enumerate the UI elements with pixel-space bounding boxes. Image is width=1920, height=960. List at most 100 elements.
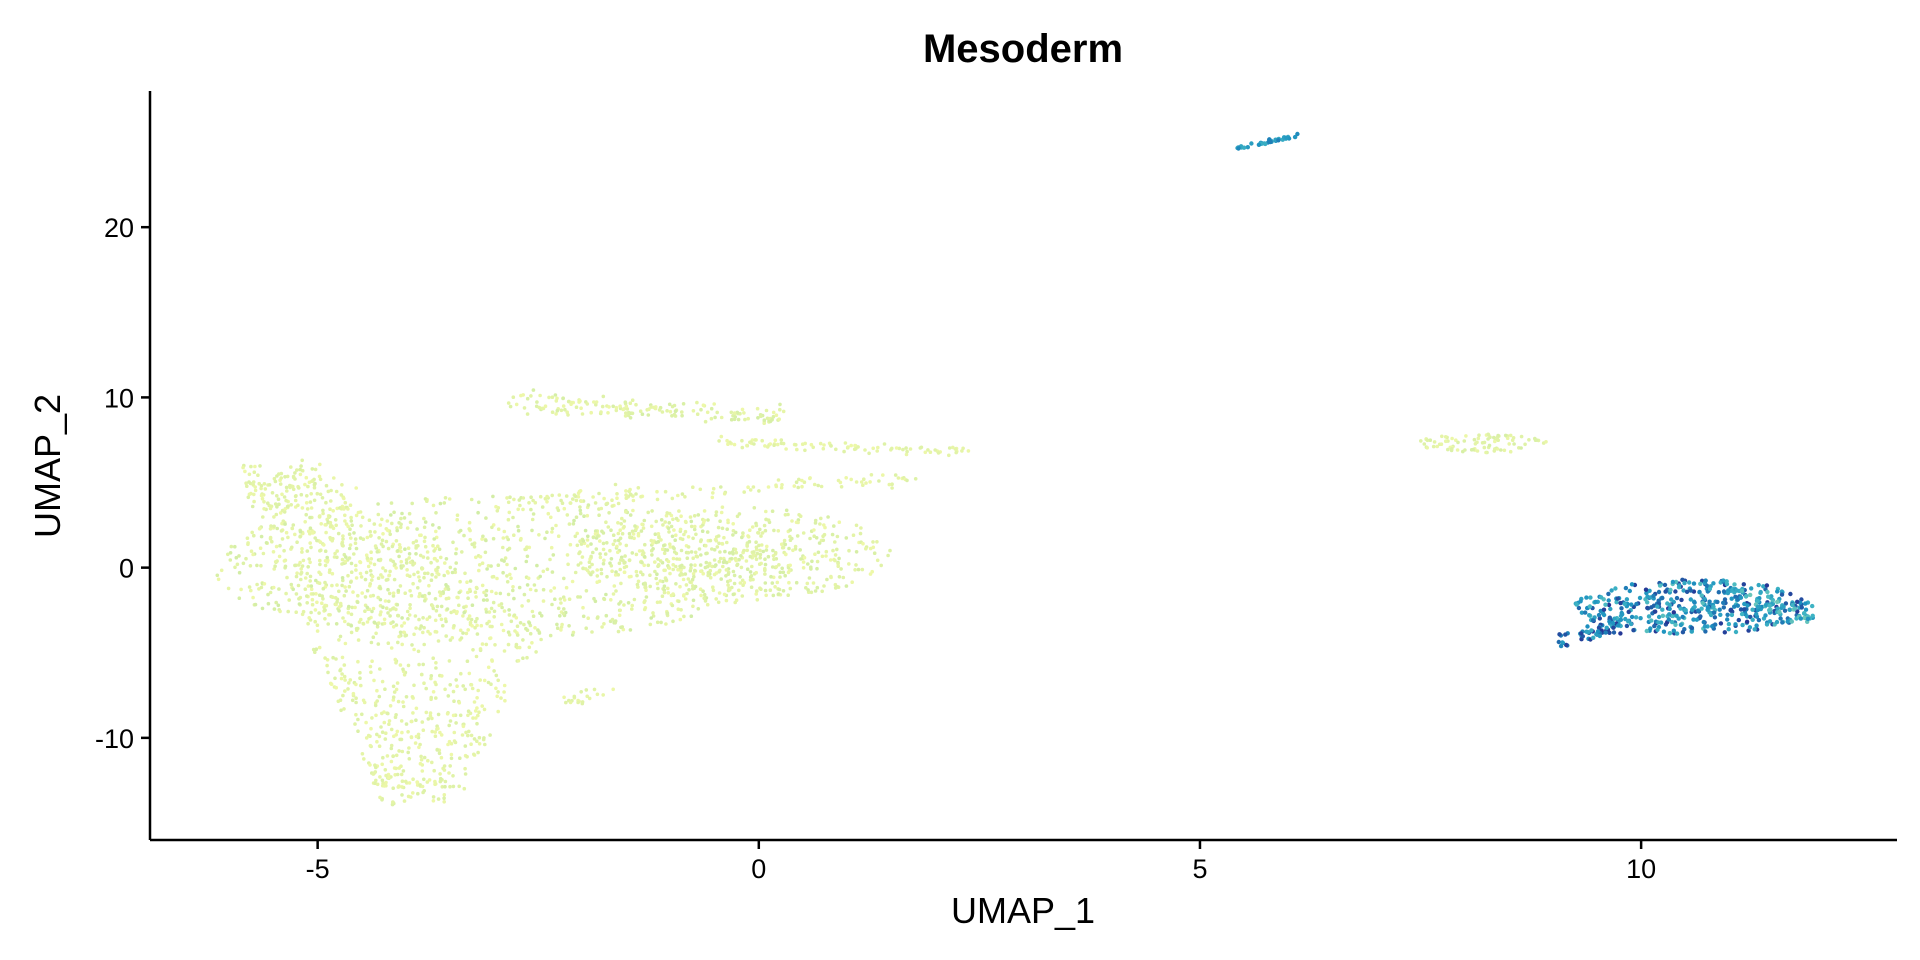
data-point	[349, 580, 353, 584]
data-point	[356, 717, 360, 722]
data-point	[651, 611, 655, 615]
data-point	[307, 616, 312, 620]
data-point	[400, 642, 405, 647]
data-point	[356, 593, 360, 598]
data-point	[451, 689, 456, 694]
data-point	[348, 543, 353, 547]
data-point	[836, 564, 840, 568]
data-point	[864, 546, 868, 551]
data-point	[356, 729, 360, 733]
data-point	[759, 587, 763, 591]
data-point	[576, 563, 581, 567]
data-point	[391, 591, 396, 595]
data-point	[1739, 588, 1745, 594]
data-point	[719, 577, 723, 581]
data-point	[1698, 614, 1703, 619]
data-point	[674, 564, 678, 569]
data-point	[361, 621, 366, 626]
data-point	[235, 562, 240, 567]
data-point	[558, 614, 562, 618]
data-point	[354, 568, 358, 572]
data-point	[1788, 591, 1793, 597]
data-point	[680, 410, 684, 414]
data-point	[639, 494, 643, 499]
data-point	[1674, 595, 1680, 601]
data-point	[290, 526, 295, 531]
data-point	[538, 574, 542, 579]
data-point	[366, 564, 371, 569]
data-point	[521, 496, 526, 500]
data-point	[436, 712, 441, 717]
data-point	[525, 655, 529, 660]
data-point	[578, 539, 582, 543]
data-point	[754, 545, 759, 550]
data-point	[1456, 440, 1460, 445]
data-point	[363, 577, 368, 582]
data-point	[326, 622, 331, 626]
data-point	[374, 778, 378, 783]
data-point	[308, 560, 312, 565]
data-point	[274, 600, 279, 605]
data-point	[391, 684, 396, 689]
data-point	[567, 597, 572, 601]
data-point	[386, 611, 390, 615]
data-point	[392, 734, 396, 739]
data-point	[1463, 448, 1467, 452]
data-point	[772, 557, 776, 562]
data-point	[757, 489, 761, 493]
data-point	[324, 483, 329, 488]
data-point	[466, 628, 471, 632]
data-point	[1748, 592, 1753, 598]
data-point	[611, 404, 615, 409]
data-point	[660, 410, 665, 414]
data-point	[555, 408, 560, 413]
data-point	[364, 553, 369, 557]
data-point	[229, 544, 234, 549]
data-point	[435, 748, 440, 752]
data-point	[547, 395, 551, 400]
data-point	[364, 570, 369, 575]
data-point	[719, 510, 724, 515]
data-point	[530, 528, 534, 533]
data-point	[419, 757, 424, 762]
data-point	[875, 558, 880, 563]
data-point	[541, 569, 546, 574]
data-point	[380, 517, 384, 522]
data-point	[315, 538, 319, 543]
data-point	[600, 404, 605, 409]
data-point	[762, 523, 767, 528]
data-point	[698, 587, 703, 591]
data-point	[483, 550, 488, 555]
data-point	[638, 409, 643, 414]
data-point	[477, 742, 482, 746]
data-point	[793, 544, 798, 549]
data-point	[678, 584, 682, 589]
data-point	[656, 586, 660, 591]
data-point	[1622, 601, 1628, 607]
data-point	[277, 502, 281, 507]
data-point	[579, 690, 583, 694]
data-point	[618, 567, 622, 572]
data-point	[699, 553, 703, 557]
data-point	[368, 534, 373, 538]
data-point	[820, 589, 824, 594]
data-point	[1677, 583, 1682, 588]
data-point	[726, 442, 730, 447]
data-point	[1680, 577, 1685, 582]
data-point	[711, 486, 716, 491]
data-point	[672, 546, 676, 551]
data-point	[836, 561, 840, 566]
data-point	[670, 603, 675, 608]
data-point	[756, 416, 760, 420]
data-point	[397, 784, 401, 788]
data-point	[1702, 624, 1708, 629]
data-point	[361, 537, 366, 541]
data-point	[310, 467, 315, 471]
data-point	[475, 706, 479, 710]
data-point	[424, 686, 429, 691]
data-point	[1477, 433, 1481, 438]
data-point	[1722, 630, 1728, 635]
data-point	[403, 591, 408, 595]
data-point	[538, 393, 542, 398]
data-point	[662, 568, 666, 573]
